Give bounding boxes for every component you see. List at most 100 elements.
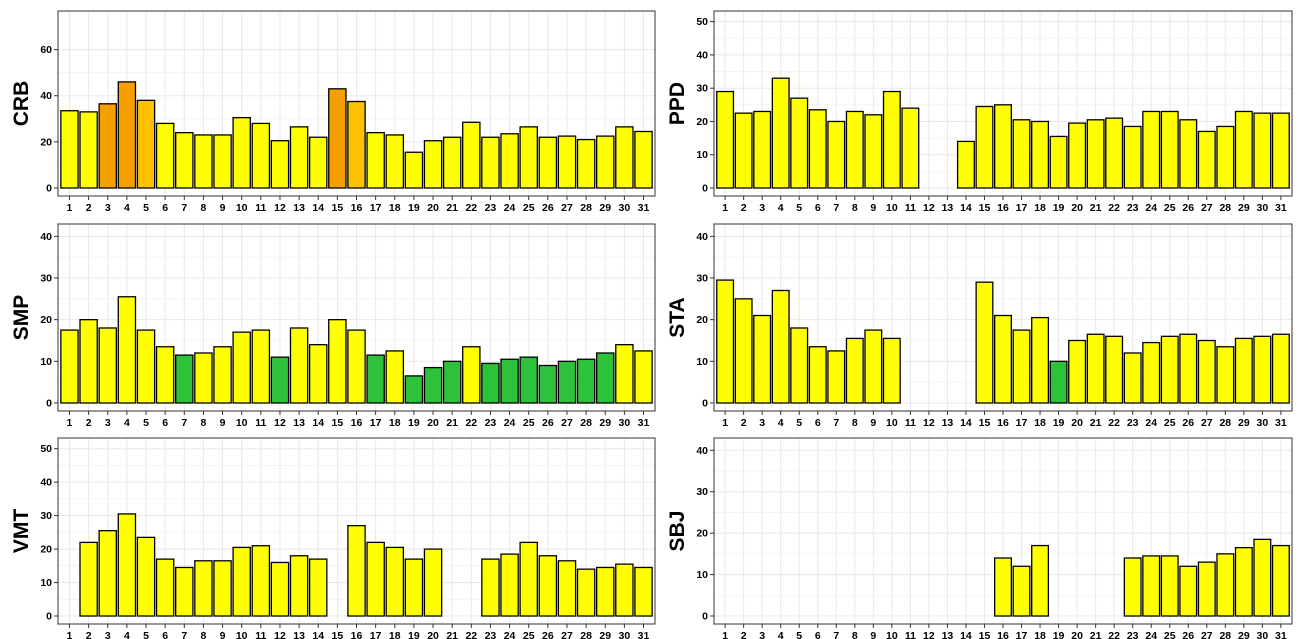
x-tick-label: 7	[833, 630, 839, 639]
x-tick-label: 19	[408, 630, 420, 639]
bar	[1216, 346, 1235, 404]
x-tick-label: 26	[1182, 630, 1194, 639]
x-tick-label: 11	[905, 417, 916, 429]
y-tick-label: 50	[40, 443, 52, 455]
bar	[136, 536, 156, 617]
bar	[1123, 557, 1142, 617]
bar	[1142, 555, 1161, 617]
bar	[366, 354, 385, 404]
x-tick-label: 28	[580, 417, 592, 429]
x-tick-label: 10	[236, 202, 248, 214]
x-tick-label: 29	[599, 202, 611, 214]
x-tick-label: 25	[1164, 202, 1176, 214]
bar	[500, 553, 519, 617]
bar	[136, 99, 156, 189]
x-tick-label: 2	[86, 630, 92, 639]
y-tick-label: 60	[40, 44, 52, 56]
bar	[328, 319, 347, 404]
bar	[538, 136, 558, 189]
x-tick-label: 13	[293, 630, 305, 639]
bar	[975, 105, 994, 189]
x-tick-label: 16	[997, 417, 1009, 429]
x-tick-label: 28	[1219, 630, 1231, 639]
bar	[994, 314, 1012, 404]
x-tick-label: 20	[427, 417, 439, 429]
bar	[232, 546, 251, 617]
x-tick-label: 27	[561, 202, 573, 214]
x-tick-label: 22	[465, 630, 477, 639]
bar	[994, 104, 1012, 189]
x-tick-label: 28	[1219, 417, 1231, 429]
x-tick-label: 23	[1127, 202, 1139, 214]
bar	[462, 121, 481, 189]
x-tick-label: 16	[997, 202, 1009, 214]
y-tick-label: 0	[702, 611, 708, 623]
bar	[155, 122, 175, 189]
bar	[557, 135, 577, 189]
x-tick-label: 12	[923, 202, 935, 214]
x-tick-label: 20	[1071, 417, 1083, 429]
x-tick-label: 5	[796, 202, 802, 214]
bar	[753, 110, 772, 189]
x-tick-label: 29	[1238, 202, 1250, 214]
y-tick-label: 20	[40, 136, 52, 148]
x-tick-label: 27	[561, 630, 573, 639]
bar	[1012, 329, 1031, 404]
x-tick-label: 12	[923, 417, 935, 429]
x-tick-label: 3	[105, 202, 111, 214]
x-tick-label: 13	[942, 630, 954, 639]
x-tick-label: 16	[351, 202, 363, 214]
x-tick-label: 19	[408, 417, 420, 429]
bar	[576, 138, 596, 189]
x-tick-label: 24	[504, 417, 516, 429]
x-tick-label: 8	[201, 202, 207, 214]
bar	[175, 354, 194, 404]
bar	[1031, 544, 1050, 617]
y-tick-label: 10	[696, 356, 708, 368]
x-tick-label: 3	[759, 630, 765, 639]
bar	[615, 344, 634, 404]
bar	[845, 110, 864, 189]
x-tick-label: 13	[293, 417, 305, 429]
bar	[595, 352, 615, 404]
x-tick-label: 18	[1034, 630, 1046, 639]
x-tick-label: 11	[255, 417, 266, 429]
bar	[615, 126, 634, 189]
x-tick-label: 8	[852, 417, 858, 429]
x-tick-label: 15	[332, 630, 344, 639]
bar	[308, 344, 328, 404]
bar	[1253, 538, 1272, 617]
x-tick-label: 5	[143, 202, 149, 214]
y-axis-title: CRB	[10, 81, 33, 127]
x-tick-label: 18	[1034, 417, 1046, 429]
bar	[994, 557, 1012, 617]
bar	[213, 346, 232, 404]
bar	[808, 109, 827, 189]
bar	[117, 81, 137, 189]
x-tick-label: 6	[162, 417, 168, 429]
x-tick-label: 6	[815, 417, 821, 429]
x-tick-label: 29	[1238, 630, 1250, 639]
bar	[1197, 561, 1216, 617]
x-tick-label: 27	[1201, 202, 1213, 214]
x-tick-label: 3	[105, 630, 111, 639]
bar	[1253, 112, 1272, 189]
x-tick-label: 16	[351, 417, 363, 429]
y-tick-label: 40	[40, 231, 52, 243]
bar	[634, 130, 653, 189]
bar	[882, 337, 901, 404]
x-tick-label: 24	[1145, 202, 1157, 214]
bar	[864, 329, 883, 404]
x-tick-label: 6	[815, 630, 821, 639]
x-tick-label: 30	[619, 202, 631, 214]
x-tick-label: 21	[1090, 417, 1102, 429]
bar	[79, 319, 98, 404]
y-tick-label: 10	[696, 149, 708, 161]
x-tick-label: 5	[796, 630, 802, 639]
bar	[1086, 333, 1105, 404]
bar	[1160, 555, 1179, 617]
bar	[1105, 335, 1124, 404]
x-tick-label: 15	[332, 202, 344, 214]
x-tick-label: 4	[124, 417, 130, 429]
